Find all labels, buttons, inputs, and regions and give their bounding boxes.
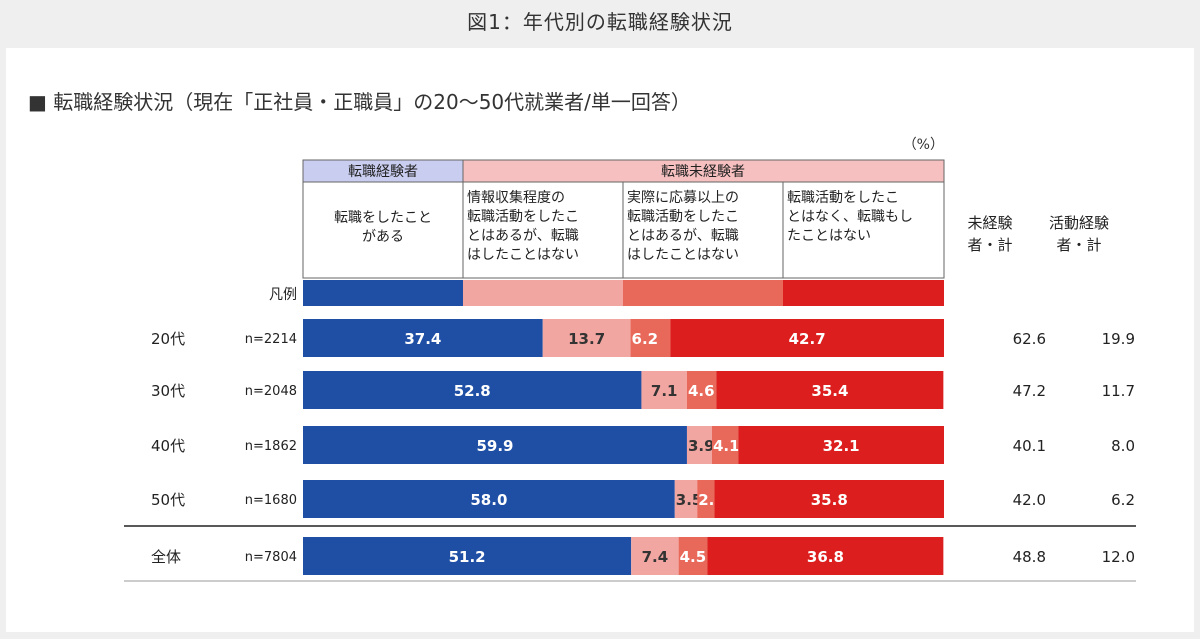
figure-caption: 図1：年代別の転職経験状況 bbox=[467, 10, 733, 34]
group-header-not-experienced: 転職未経験者 bbox=[661, 164, 745, 180]
sample-size-label: n=2048 bbox=[245, 384, 297, 399]
legend-series-label: はしたことはない bbox=[467, 247, 579, 263]
bar-segment bbox=[303, 537, 632, 575]
bar-segment bbox=[697, 480, 715, 518]
bar-segment bbox=[674, 480, 698, 518]
data-label: 35.4 bbox=[811, 382, 848, 400]
extra-column-value: 47.2 bbox=[1013, 382, 1046, 400]
legend-swatch-3 bbox=[623, 280, 783, 306]
data-label: 32.1 bbox=[823, 437, 860, 455]
data-label: 7.1 bbox=[651, 382, 678, 400]
data-label: 4.6 bbox=[688, 382, 715, 400]
sample-size-label: n=7804 bbox=[245, 550, 297, 565]
legend-label: 凡例 bbox=[269, 287, 297, 303]
stacked-bar-chart: ■ 転職経験状況（現在「正社員・正職員」の20〜50代就業者/単一回答） （%） 転… bbox=[28, 90, 1136, 582]
group-header-experienced: 転職経験者 bbox=[348, 164, 418, 180]
bar-segment bbox=[678, 537, 708, 575]
legend-series-label: とはあるが、転職 bbox=[467, 228, 579, 244]
data-label: 13.7 bbox=[568, 330, 605, 348]
bar-segment bbox=[714, 480, 944, 518]
data-label: 42.7 bbox=[789, 330, 826, 348]
data-label: 3.9 bbox=[688, 437, 715, 455]
unit-label: （%） bbox=[903, 137, 944, 153]
legend-description-cell-3 bbox=[622, 181, 784, 279]
legend-series-label: たことはない bbox=[787, 228, 871, 244]
bar-segment bbox=[738, 426, 944, 464]
extra-column-value: 19.9 bbox=[1102, 330, 1135, 348]
data-label: 7.4 bbox=[642, 548, 669, 566]
extra-column-header: 活動経験 bbox=[1049, 214, 1109, 232]
category-label: 30代 bbox=[151, 382, 185, 400]
data-label: 3.5 bbox=[676, 491, 703, 509]
legend-swatch-2 bbox=[463, 280, 623, 306]
bar-segment bbox=[686, 371, 717, 409]
category-label: 50代 bbox=[151, 491, 185, 509]
extra-column-value: 40.1 bbox=[1013, 437, 1046, 455]
data-label: 58.0 bbox=[470, 491, 507, 509]
category-label: 40代 bbox=[151, 437, 185, 455]
data-label: 37.4 bbox=[404, 330, 441, 348]
extra-column-value: 62.6 bbox=[1013, 330, 1046, 348]
extra-column-header: 者・計 bbox=[1056, 236, 1101, 254]
legend-series-label: 実際に応募以上の bbox=[627, 190, 739, 206]
bar-segment bbox=[303, 319, 543, 357]
extra-column-value: 11.7 bbox=[1102, 382, 1135, 400]
bar-segment bbox=[630, 319, 671, 357]
chart-panel: ■ 転職経験状況（現在「正社員・正職員」の20〜50代就業者/単一回答） （%） 転… bbox=[6, 48, 1194, 632]
data-label: 51.2 bbox=[449, 548, 486, 566]
legend-swatch-1 bbox=[303, 280, 463, 306]
data-label: 52.8 bbox=[454, 382, 491, 400]
legend-swatch-4 bbox=[783, 280, 944, 306]
category-label: 全体 bbox=[151, 548, 181, 566]
legend-series-label: がある bbox=[362, 229, 404, 245]
legend-series-label: とはなく、転職もし bbox=[787, 209, 913, 225]
legend-series-label: 転職をしたこと bbox=[334, 210, 432, 226]
data-label: 4.1 bbox=[713, 437, 740, 455]
sample-size-label: n=1862 bbox=[245, 439, 297, 454]
data-label: 36.8 bbox=[807, 548, 844, 566]
extra-column-value: 6.2 bbox=[1111, 491, 1135, 509]
bar-segment bbox=[641, 371, 687, 409]
legend-series-label: 転職活動をしたこ bbox=[627, 209, 739, 225]
data-label: 4.5 bbox=[680, 548, 707, 566]
bar-segment bbox=[631, 537, 679, 575]
legend-series-label: とはあるが、転職 bbox=[627, 228, 739, 244]
legend-series-label: 転職活動をしたこ bbox=[787, 190, 899, 206]
bar-segment bbox=[670, 319, 944, 357]
bar-segment bbox=[716, 371, 944, 409]
extra-column-value: 48.8 bbox=[1013, 548, 1046, 566]
bar-segment bbox=[686, 426, 712, 464]
bar-segment bbox=[711, 426, 739, 464]
data-label: 59.9 bbox=[476, 437, 513, 455]
sample-size-label: n=2214 bbox=[245, 332, 297, 347]
bar-segment bbox=[542, 319, 631, 357]
legend-series-label: 情報収集程度の bbox=[467, 189, 565, 206]
bar-segment bbox=[707, 537, 944, 575]
extra-column-value: 42.0 bbox=[1013, 491, 1046, 509]
chart-title: ■ 転職経験状況（現在「正社員・正職員」の20〜50代就業者/単一回答） bbox=[28, 90, 691, 114]
data-label: 6.2 bbox=[632, 330, 659, 348]
bar-segment bbox=[303, 480, 675, 518]
legend-series-label: はしたことはない bbox=[627, 247, 739, 263]
sample-size-label: n=1680 bbox=[245, 493, 297, 508]
legend-description-cell-4 bbox=[782, 181, 945, 279]
legend-description-cell-1 bbox=[302, 181, 464, 279]
extra-column-value: 12.0 bbox=[1102, 548, 1135, 566]
legend-series-label: 転職活動をしたこ bbox=[467, 209, 579, 225]
bar-segment bbox=[303, 371, 642, 409]
category-label: 20代 bbox=[151, 330, 185, 348]
extra-column-header: 未経験 bbox=[967, 214, 1012, 232]
data-label: 35.8 bbox=[811, 491, 848, 509]
extra-column-value: 8.0 bbox=[1111, 437, 1135, 455]
bar-segment bbox=[303, 426, 687, 464]
extra-column-header: 者・計 bbox=[967, 236, 1012, 254]
